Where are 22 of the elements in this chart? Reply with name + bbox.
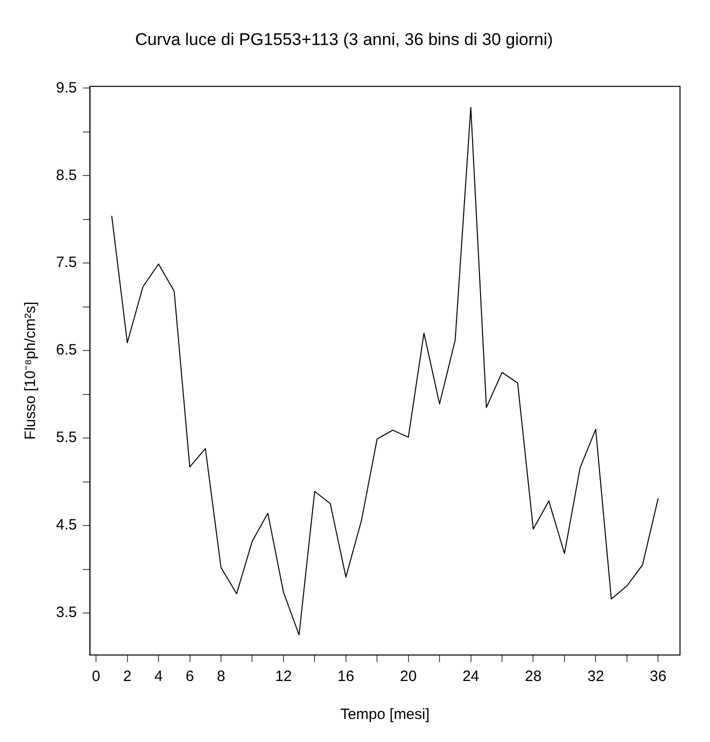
y-tick-label: 6.5 <box>56 342 77 359</box>
x-tick-label: 2 <box>123 668 132 686</box>
x-tick-label: 24 <box>462 668 480 686</box>
y-tick-label: 4.5 <box>56 516 77 534</box>
y-tick-label: 3.5 <box>56 604 77 622</box>
x-tick-label: 16 <box>338 668 354 686</box>
x-tick-label: 32 <box>587 668 604 686</box>
x-tick-label: 28 <box>524 668 542 686</box>
x-tick-label: 12 <box>275 668 292 686</box>
chart-title: Curva luce di PG1553+113 (3 anni, 36 bins di 30 giorni) <box>135 30 553 49</box>
x-tick-label: 6 <box>186 668 194 686</box>
y-tick-label: 8.5 <box>56 166 77 184</box>
y-axis-title: Flusso [10⁻⁸ph/cm²s] <box>22 302 40 440</box>
x-tick-label: 20 <box>400 668 417 686</box>
y-tick-label: 9.5 <box>56 79 77 96</box>
y-tick-label: 7.5 <box>56 254 77 272</box>
x-axis-title: Tempo [mesi] <box>340 706 430 724</box>
x-tick-label: 0 <box>92 668 100 686</box>
x-tick-label: 36 <box>650 668 666 686</box>
x-tick-label: 8 <box>216 668 226 686</box>
x-tick-label: 4 <box>154 668 163 686</box>
y-tick-label: 5.5 <box>56 429 77 446</box>
